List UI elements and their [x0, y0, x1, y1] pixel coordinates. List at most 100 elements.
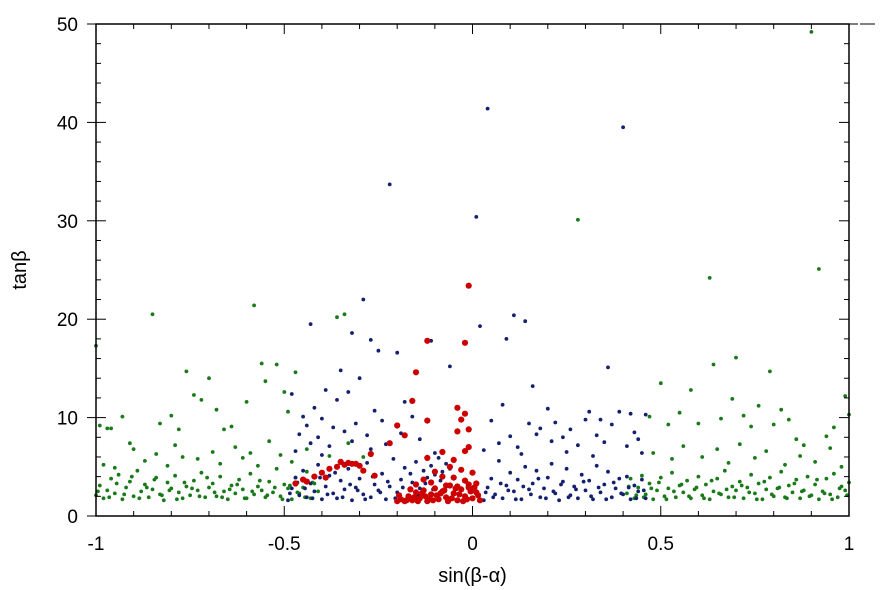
data-point — [785, 496, 789, 501]
data-point — [658, 381, 663, 386]
data-point — [210, 481, 215, 486]
data-point — [737, 479, 742, 484]
data-point — [195, 457, 200, 461]
data-point — [160, 493, 164, 498]
data-point — [414, 498, 421, 505]
data-point — [572, 484, 577, 489]
data-point — [439, 448, 446, 456]
data-point — [333, 463, 341, 470]
data-point — [655, 488, 659, 493]
data-point — [357, 476, 362, 481]
data-point — [340, 495, 345, 500]
data-point — [233, 445, 238, 449]
data-point — [491, 495, 496, 500]
data-point — [530, 384, 535, 388]
data-point — [521, 484, 526, 489]
data-point — [421, 468, 426, 473]
data-point — [753, 456, 757, 460]
data-point — [361, 492, 366, 497]
data-point — [180, 455, 185, 459]
data-point — [839, 464, 844, 469]
data-point — [707, 497, 712, 502]
data-point — [538, 495, 543, 500]
data-point — [545, 475, 550, 480]
data-point — [289, 497, 294, 502]
data-point — [726, 461, 731, 465]
data-point — [666, 422, 671, 427]
data-point — [301, 468, 305, 473]
data-point — [587, 409, 592, 414]
data-point — [316, 489, 320, 494]
data-point — [625, 444, 629, 448]
data-point — [640, 451, 644, 455]
data-point — [458, 486, 465, 493]
data-point — [609, 422, 614, 427]
data-point — [410, 414, 415, 419]
data-point — [318, 469, 325, 476]
data-point — [828, 492, 833, 497]
data-point — [431, 485, 438, 492]
data-point — [715, 476, 720, 481]
data-point — [192, 393, 196, 397]
data-point — [282, 390, 287, 394]
data-point — [120, 497, 125, 502]
data-point — [248, 471, 253, 476]
data-point — [666, 486, 671, 491]
data-point — [634, 493, 639, 498]
data-point — [248, 451, 253, 455]
data-point — [512, 489, 516, 494]
data-point — [350, 498, 354, 503]
data-point — [263, 379, 268, 384]
data-point — [433, 451, 437, 455]
data-point — [107, 495, 112, 500]
data-point — [235, 482, 240, 487]
data-point — [536, 476, 541, 481]
data-point — [407, 486, 414, 493]
data-point — [450, 474, 457, 481]
data-point — [190, 486, 194, 491]
data-point — [777, 485, 782, 490]
data-point — [454, 404, 461, 411]
data-point — [625, 474, 629, 479]
data-point — [679, 482, 684, 487]
data-point — [109, 476, 113, 481]
data-point — [267, 479, 272, 484]
data-point — [568, 427, 573, 432]
data-point — [764, 449, 769, 453]
data-point — [704, 482, 708, 487]
data-point — [508, 470, 513, 475]
data-point — [512, 313, 516, 318]
data-point — [448, 364, 452, 369]
data-point — [700, 455, 705, 459]
data-point — [534, 468, 539, 473]
data-point — [312, 405, 317, 410]
data-point — [741, 413, 746, 418]
data-point — [122, 492, 127, 497]
data-point — [271, 490, 275, 495]
data-point — [218, 461, 223, 466]
data-point — [694, 485, 699, 490]
data-point — [830, 497, 834, 502]
data-point — [696, 474, 701, 479]
data-point — [192, 478, 196, 483]
data-point — [801, 443, 806, 448]
data-point — [458, 466, 465, 473]
data-point — [559, 482, 563, 487]
data-point — [293, 449, 298, 453]
data-point — [335, 496, 339, 501]
data-point — [222, 489, 226, 494]
data-point — [664, 497, 669, 502]
data-point — [481, 448, 486, 452]
x-tick-label: 1 — [844, 534, 855, 555]
data-point — [304, 423, 309, 428]
data-point — [792, 481, 797, 486]
data-point — [497, 459, 501, 463]
data-point — [681, 444, 686, 448]
data-point — [348, 482, 352, 487]
data-point — [549, 461, 554, 466]
data-point — [124, 485, 128, 490]
data-point — [760, 497, 765, 502]
data-point — [717, 491, 721, 496]
data-point — [417, 437, 422, 442]
